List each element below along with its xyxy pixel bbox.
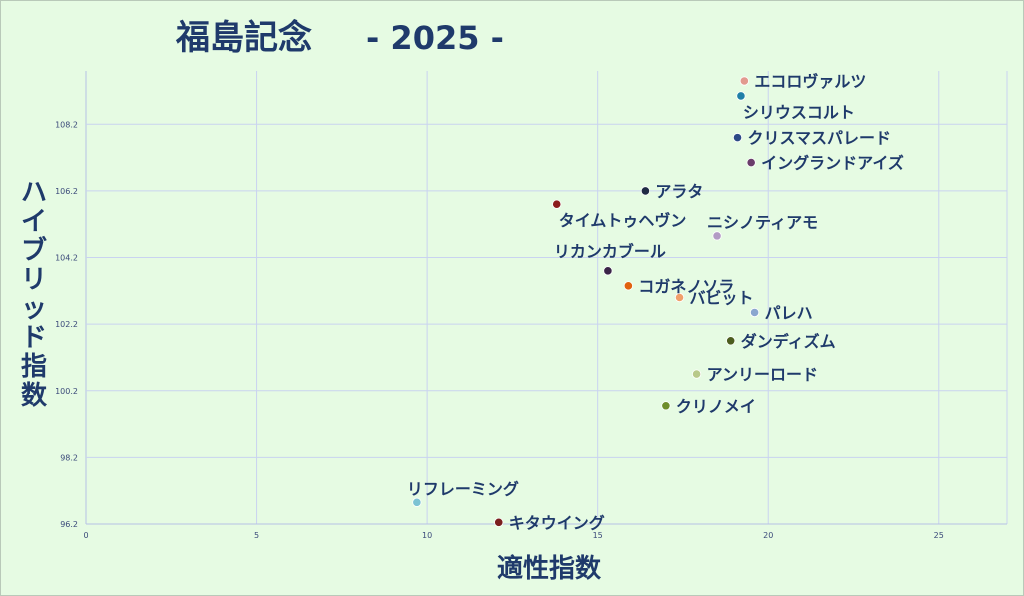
data-point xyxy=(623,281,633,291)
point-label: リカンカブール xyxy=(554,242,666,261)
x-tick-label: 25 xyxy=(934,531,944,540)
chart-title: 福島記念 xyxy=(175,18,312,58)
tick-labels: 0 5 10 15 20 25 96.2 98.2 100.2 102.2 104.2 106.2 10… xyxy=(55,120,944,540)
y-axis-title-char: ハ xyxy=(21,178,47,208)
point-label: キタウイング xyxy=(509,513,605,532)
data-point xyxy=(552,199,562,209)
data-point xyxy=(494,517,504,527)
data-point xyxy=(640,186,651,196)
point-label: クリノメイ xyxy=(676,397,756,416)
data-point xyxy=(739,76,749,86)
y-tick-label: 108.2 xyxy=(55,120,78,129)
y-tick-label: 106.2 xyxy=(55,187,78,196)
x-tick-label: 5 xyxy=(254,531,259,540)
y-axis-title-char: イ xyxy=(21,207,47,237)
point-label: リフレーミング xyxy=(407,479,519,498)
point-label: エコロヴァルツ xyxy=(754,72,866,91)
data-point xyxy=(661,401,671,411)
data-point xyxy=(726,336,736,346)
y-axis-title-char: 指 xyxy=(21,352,47,382)
point-label: クリスマスパレード xyxy=(748,129,892,148)
data-points xyxy=(412,76,760,527)
y-axis-title-char: ブ xyxy=(21,235,47,266)
point-label: シリウスコルト xyxy=(743,103,855,122)
y-tick-label: 98.2 xyxy=(60,453,78,462)
y-axis-title-char: リ xyxy=(21,265,47,295)
data-point xyxy=(746,157,756,168)
data-point xyxy=(736,91,746,101)
y-tick-label: 96.2 xyxy=(60,520,78,529)
point-label: コガネノソラ xyxy=(638,277,734,296)
point-label: イングランドアイズ xyxy=(761,154,904,173)
x-tick-label: 20 xyxy=(763,531,773,540)
x-axis-title: 適性指数 xyxy=(497,553,602,584)
y-axis-title-char: 数 xyxy=(21,381,48,411)
data-point xyxy=(749,307,760,318)
point-label: アラタ xyxy=(655,182,703,201)
x-tick-label: 15 xyxy=(593,531,603,540)
data-point xyxy=(603,266,613,276)
y-axis-title-char: ド xyxy=(21,323,47,353)
data-point xyxy=(691,369,702,379)
point-label: タイムトゥヘヴン xyxy=(559,211,687,230)
point-label: バビット xyxy=(690,289,754,308)
grid xyxy=(85,71,1008,525)
y-tick-label: 102.2 xyxy=(55,320,78,329)
data-point xyxy=(412,497,422,507)
data-point xyxy=(732,133,743,143)
x-tick-label: 10 xyxy=(422,531,432,540)
point-label: ニシノティアモ xyxy=(707,213,818,232)
point-label: パレハ xyxy=(765,303,813,322)
y-tick-label: 104.2 xyxy=(55,254,78,263)
data-point xyxy=(674,292,685,303)
y-tick-label: 100.2 xyxy=(55,387,78,396)
x-tick-label: 0 xyxy=(83,531,88,540)
data-point xyxy=(712,231,722,241)
point-label: ダンディズム xyxy=(741,332,836,351)
point-labels: エコロヴァルツシリウスコルトクリスマスパレードイングランドアイズアラタタイムトゥ… xyxy=(407,72,904,532)
point-label: アンリーロード xyxy=(707,365,818,384)
chart-subtitle: - 2025 - xyxy=(366,19,504,57)
y-axis-title-char: ッ xyxy=(21,294,47,324)
